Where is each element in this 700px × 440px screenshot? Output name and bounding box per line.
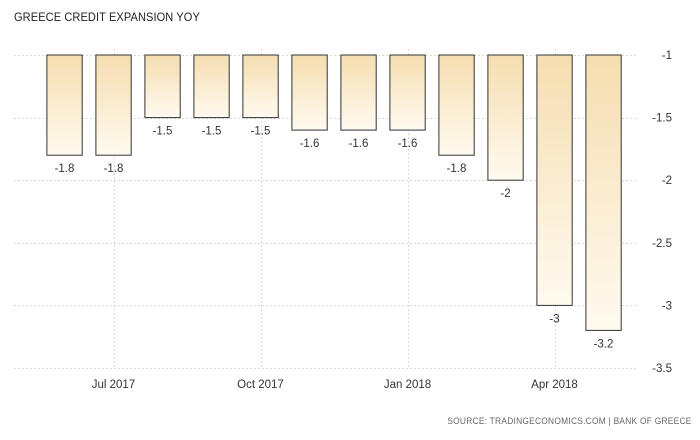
bar [585, 54, 622, 331]
data-label: -1.5 [202, 126, 222, 138]
data-label: -3 [549, 313, 559, 325]
data-label: -3.2 [594, 338, 614, 350]
bar [95, 54, 132, 156]
x-axis: Jul 2017 Oct 2017 Jan 2018 Apr 2018 [92, 379, 578, 391]
data-label: -2 [500, 188, 510, 200]
y-tick-label: -2.5 [652, 238, 672, 250]
y-tick-label: -3 [662, 300, 672, 312]
data-label: -1.5 [251, 126, 271, 138]
bar [438, 54, 475, 156]
data-label: -1.6 [300, 138, 320, 150]
y-tick-label: -1.5 [652, 113, 672, 125]
data-label: -1.8 [55, 163, 75, 175]
bar [144, 54, 181, 119]
x-tick-label: Oct 2017 [237, 379, 284, 391]
data-label: -1.8 [447, 163, 467, 175]
data-label: -1.6 [398, 138, 418, 150]
x-tick-label: Jul 2017 [92, 379, 135, 391]
data-label: -1.5 [153, 126, 173, 138]
chart-title: GREECE CREDIT EXPANSION YOY [14, 10, 200, 24]
bar [291, 54, 328, 131]
data-label: -1.8 [104, 163, 124, 175]
bar [46, 54, 83, 156]
y-tick-label: -2 [662, 175, 672, 187]
bar [193, 54, 230, 119]
y-tick-label: -3.5 [652, 363, 672, 375]
x-tick-label: Jan 2018 [384, 379, 431, 391]
bar [389, 54, 426, 131]
y-tick-label: -1 [662, 50, 672, 62]
bar [242, 54, 279, 119]
data-label: -1.6 [349, 138, 369, 150]
bar [536, 54, 573, 306]
x-tick-label: Apr 2018 [531, 379, 578, 391]
data-labels-layer: -1.8 -1.8 -1.5 -1.5 -1.5 -1.6 -1.6 -1.6 -1.8 -2 -3… [55, 126, 614, 351]
bar [487, 54, 524, 181]
source-note: SOURCE: TRADINGECONOMICS.COM | BANK OF G… [447, 416, 692, 427]
bar [340, 54, 377, 131]
bars-layer [46, 54, 622, 331]
y-axis: -1 -1.5 -2 -2.5 -3 -3.5 [652, 50, 672, 375]
